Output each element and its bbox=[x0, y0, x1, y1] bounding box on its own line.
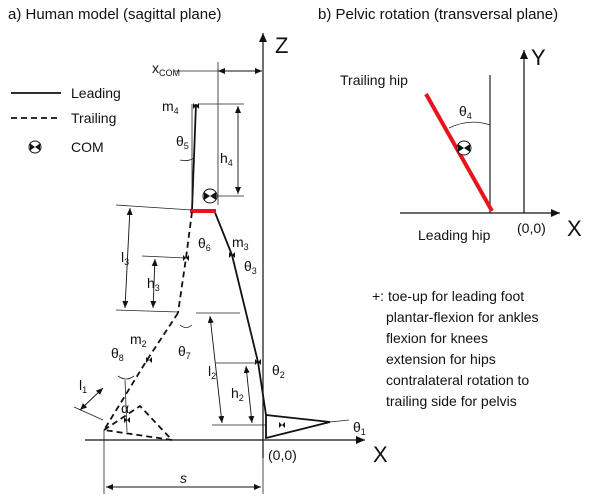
z-axis-label: Z bbox=[275, 33, 288, 58]
alpha-ref-line bbox=[124, 379, 128, 433]
l1-label: l1 bbox=[79, 377, 87, 395]
trailing-shank bbox=[103, 312, 179, 431]
legend-com-icon bbox=[28, 140, 42, 154]
com-marker-m3 bbox=[229, 252, 235, 258]
h2-label: h2 bbox=[231, 385, 244, 403]
panel-a: a) Human model (sagittal plane) Z X (0,0… bbox=[8, 6, 388, 494]
panel-a-title: a) Human model (sagittal plane) bbox=[8, 6, 221, 23]
com-marker-m4 bbox=[193, 103, 199, 109]
sign-convention-notes: +: toe-up for leading foot plantar-flexi… bbox=[372, 288, 539, 409]
theta8-label: θ8 bbox=[111, 345, 124, 363]
note-line-3: extension for hips bbox=[386, 351, 496, 367]
theta5-label: θ5 bbox=[176, 133, 189, 151]
legend-com-label: COM bbox=[71, 139, 104, 155]
com-marker-m2 bbox=[146, 357, 152, 363]
note-line-0: +: toe-up for leading foot bbox=[372, 288, 524, 304]
xcom-label: xCOM bbox=[152, 60, 180, 78]
s-label: s bbox=[180, 470, 187, 486]
note-line-5: trailing side for pelvis bbox=[386, 393, 517, 409]
panel-b-title: b) Pelvic rotation (transversal plane) bbox=[318, 6, 558, 23]
legend-leading-label: Leading bbox=[71, 85, 121, 101]
theta4-arc bbox=[448, 121, 491, 129]
l3-label: l3 bbox=[121, 249, 129, 267]
theta4-label: θ4 bbox=[459, 103, 472, 121]
theta2-label: θ2 bbox=[272, 362, 285, 380]
alpha-label: α bbox=[121, 400, 129, 416]
panel-b: b) Pelvic rotation (transversal plane) Y… bbox=[318, 6, 582, 243]
trailing-foot-com-marker bbox=[124, 417, 130, 423]
legend: Leading Trailing COM bbox=[11, 85, 121, 155]
leading-hip-label: Leading hip bbox=[418, 227, 491, 243]
x-axis-label-b: X bbox=[567, 216, 582, 241]
l3-dimension bbox=[122, 207, 133, 309]
origin-label-b: (0,0) bbox=[517, 220, 546, 236]
legend-trailing-label: Trailing bbox=[71, 110, 116, 126]
note-line-4: contralateral rotation to bbox=[386, 372, 529, 388]
leading-trunk bbox=[191, 103, 197, 211]
x-axis-label: X bbox=[373, 442, 388, 467]
y-axis-label-b: Y bbox=[531, 45, 546, 70]
trailing-thigh bbox=[177, 211, 193, 314]
l2-dimension bbox=[207, 315, 225, 424]
leading-foot bbox=[265, 413, 331, 440]
note-line-2: flexion for knees bbox=[386, 330, 488, 346]
m3-label: m3 bbox=[232, 234, 249, 252]
m4-label: m4 bbox=[162, 98, 179, 116]
foot-com-marker bbox=[279, 422, 285, 428]
h3-dimension bbox=[150, 258, 158, 309]
pelvis-com-marker bbox=[456, 140, 472, 156]
origin-label-a: (0,0) bbox=[268, 447, 297, 463]
theta6-label: θ6 bbox=[198, 235, 211, 253]
h4-label: h4 bbox=[220, 150, 233, 168]
h3-label: h3 bbox=[147, 275, 160, 293]
theta7-label: θ7 bbox=[178, 343, 191, 361]
note-line-1: plantar-flexion for ankles bbox=[386, 309, 539, 325]
h2-dimension bbox=[243, 365, 255, 424]
theta3-label: θ3 bbox=[244, 258, 257, 276]
trailing-hip-label: Trailing hip bbox=[340, 72, 408, 88]
theta1-label: θ1 bbox=[353, 419, 366, 437]
l2-label: l2 bbox=[208, 363, 216, 381]
m2-label: m2 bbox=[130, 331, 147, 349]
leading-thigh-shank bbox=[213, 209, 267, 416]
com-marker-m2-leading bbox=[255, 359, 261, 365]
l1-dimension bbox=[79, 387, 104, 411]
trailing-foot bbox=[103, 404, 175, 442]
